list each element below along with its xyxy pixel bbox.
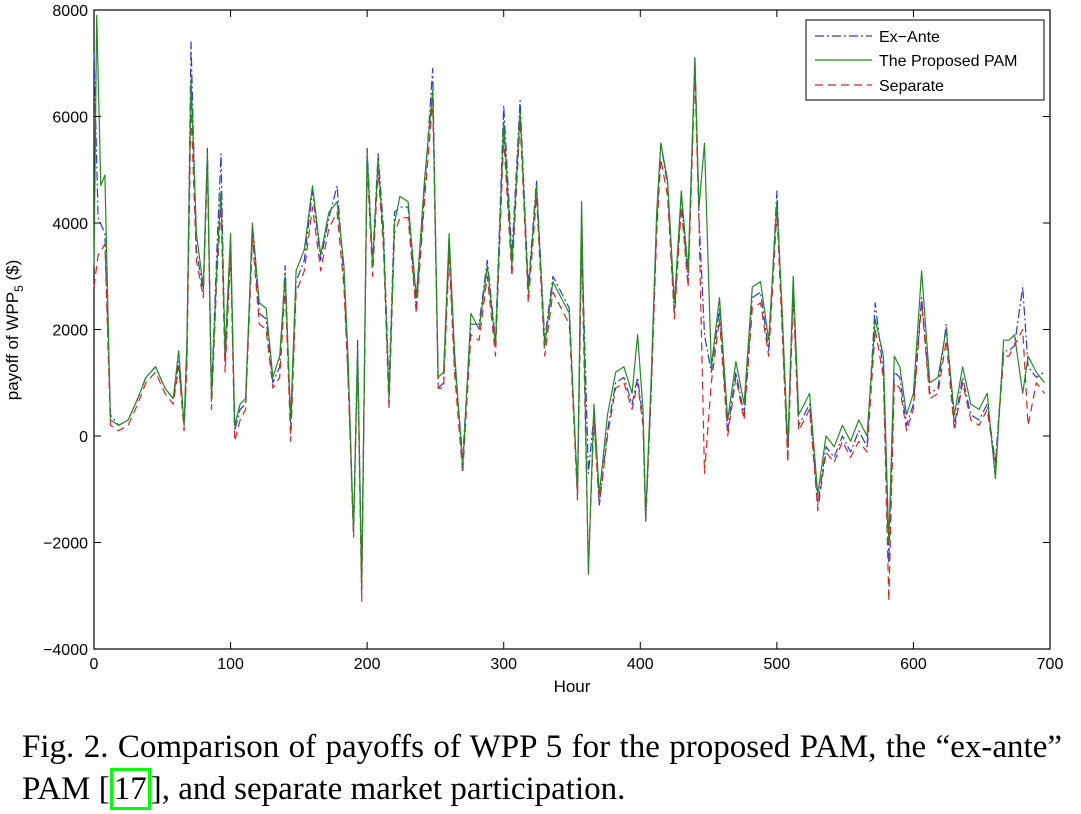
y-tick-label: 0: [79, 429, 88, 446]
legend-label-proposed-pam: The Proposed PAM: [879, 53, 1017, 70]
y-tick-label: 2000: [52, 323, 88, 340]
x-tick-label: 400: [627, 656, 654, 673]
x-tick-label: 600: [900, 656, 927, 673]
x-tick-label: 100: [217, 656, 244, 673]
x-tick-label: 0: [90, 656, 99, 673]
x-axis: 0 100 200 300 400 500 600 700: [90, 10, 1064, 673]
y-tick-label: −2000: [43, 536, 88, 553]
legend: Ex−Ante The Proposed PAM Separate: [805, 19, 1045, 101]
x-tick-label: 200: [354, 656, 381, 673]
y-axis-label: payoff of WPP5 ($): [3, 260, 26, 401]
x-axis-label: Hour: [554, 677, 591, 696]
y-tick-label: 8000: [52, 3, 88, 20]
y-tick-label: 6000: [52, 110, 88, 127]
y-axis: −4000 −2000 0 2000 4000 6000 8000: [43, 3, 1050, 659]
legend-label-ex-ante: Ex−Ante: [879, 29, 940, 46]
x-tick-label: 300: [490, 656, 517, 673]
series-layer: [93, 14, 1045, 602]
plot-frame: [93, 9, 1051, 650]
citation-link[interactable]: 17: [109, 768, 151, 810]
series-line-separate: [93, 73, 1045, 602]
caption-text-end: ], and separate market participation.: [150, 771, 626, 807]
y-axis-label-unit: ($): [3, 260, 22, 286]
y-axis-label-subscript: 5: [12, 285, 26, 292]
payoff-chart: 0 100 200 300 400 500 600 700 −4000 −2000 0 2000 40…: [3, 3, 1064, 696]
series-line-proposed-pam: [93, 14, 1045, 586]
legend-label-separate: Separate: [879, 78, 944, 95]
y-axis-label-main: payoff of WPP: [3, 292, 22, 400]
figure-caption: Fig. 2. Comparison of payoffs of WPP 5 f…: [22, 726, 1062, 810]
y-tick-label: −4000: [43, 642, 88, 659]
x-tick-label: 700: [1037, 656, 1064, 673]
caption-text-start: Fig. 2. Comparison of payoffs of WPP 5 f…: [22, 729, 1062, 807]
y-tick-label: 4000: [52, 216, 88, 233]
x-tick-label: 500: [764, 656, 791, 673]
plot-area: [93, 9, 1051, 650]
